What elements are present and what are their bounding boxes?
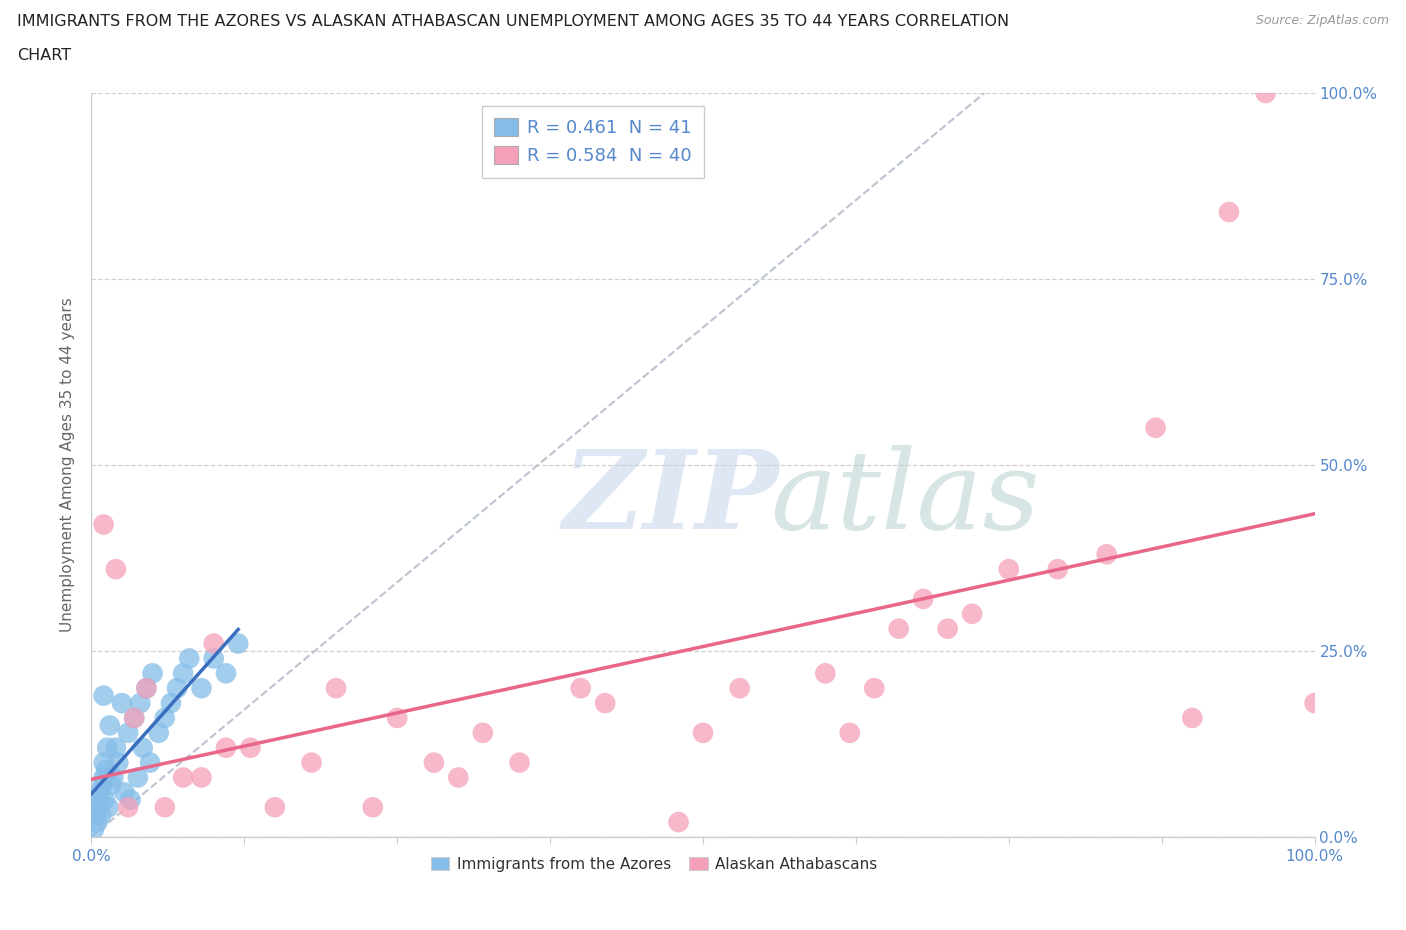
Point xyxy=(1181,711,1204,725)
Point xyxy=(509,755,531,770)
Point xyxy=(301,755,323,770)
Point xyxy=(569,681,592,696)
Point xyxy=(239,740,262,755)
Point xyxy=(132,740,155,755)
Point xyxy=(104,562,127,577)
Point xyxy=(93,517,115,532)
Point xyxy=(87,800,110,815)
Point xyxy=(838,725,860,740)
Point xyxy=(104,740,127,755)
Point xyxy=(111,696,134,711)
Point xyxy=(264,800,287,815)
Point xyxy=(912,591,935,606)
Point xyxy=(1254,86,1277,100)
Point xyxy=(153,800,176,815)
Point xyxy=(593,696,616,711)
Y-axis label: Unemployment Among Ages 35 to 44 years: Unemployment Among Ages 35 to 44 years xyxy=(60,298,76,632)
Point xyxy=(998,562,1021,577)
Point xyxy=(103,770,125,785)
Point xyxy=(100,777,122,792)
Point xyxy=(471,725,494,740)
Point xyxy=(361,800,384,815)
Text: ZIP: ZIP xyxy=(562,445,779,552)
Point xyxy=(93,755,115,770)
Point xyxy=(112,785,135,800)
Point xyxy=(1046,562,1069,577)
Point xyxy=(172,666,194,681)
Point xyxy=(226,636,249,651)
Point xyxy=(90,807,112,822)
Point xyxy=(423,755,446,770)
Point xyxy=(887,621,910,636)
Point xyxy=(91,777,114,792)
Text: CHART: CHART xyxy=(17,48,70,63)
Text: IMMIGRANTS FROM THE AZORES VS ALASKAN ATHABASCAN UNEMPLOYMENT AMONG AGES 35 TO 4: IMMIGRANTS FROM THE AZORES VS ALASKAN AT… xyxy=(17,14,1010,29)
Point xyxy=(96,740,118,755)
Text: Source: ZipAtlas.com: Source: ZipAtlas.com xyxy=(1256,14,1389,27)
Point xyxy=(1218,205,1240,219)
Point xyxy=(122,711,145,725)
Point xyxy=(215,740,238,755)
Point xyxy=(94,792,117,807)
Point xyxy=(117,725,139,740)
Point xyxy=(84,792,107,807)
Point xyxy=(83,822,105,837)
Point xyxy=(98,718,121,733)
Point xyxy=(148,725,170,740)
Point xyxy=(814,666,837,681)
Point xyxy=(179,651,201,666)
Point xyxy=(728,681,751,696)
Point xyxy=(447,770,470,785)
Point xyxy=(94,763,117,777)
Point xyxy=(86,815,108,830)
Point xyxy=(84,807,107,822)
Point xyxy=(93,770,115,785)
Point xyxy=(129,696,152,711)
Legend: Immigrants from the Azores, Alaskan Athabascans: Immigrants from the Azores, Alaskan Atha… xyxy=(425,851,883,878)
Point xyxy=(936,621,959,636)
Point xyxy=(120,792,142,807)
Point xyxy=(93,688,115,703)
Point xyxy=(215,666,238,681)
Point xyxy=(139,755,162,770)
Point xyxy=(1095,547,1118,562)
Point xyxy=(190,681,212,696)
Point xyxy=(668,815,690,830)
Point xyxy=(166,681,188,696)
Point xyxy=(141,666,163,681)
Point xyxy=(135,681,157,696)
Point xyxy=(202,651,225,666)
Point xyxy=(135,681,157,696)
Point xyxy=(89,785,111,800)
Point xyxy=(107,755,129,770)
Point xyxy=(960,606,983,621)
Point xyxy=(122,711,145,725)
Point xyxy=(97,800,120,815)
Text: atlas: atlas xyxy=(770,445,1040,552)
Point xyxy=(190,770,212,785)
Point xyxy=(127,770,149,785)
Point xyxy=(692,725,714,740)
Point xyxy=(1303,696,1326,711)
Point xyxy=(202,636,225,651)
Point xyxy=(385,711,409,725)
Point xyxy=(863,681,886,696)
Point xyxy=(160,696,183,711)
Point xyxy=(325,681,347,696)
Point xyxy=(172,770,194,785)
Point xyxy=(153,711,176,725)
Point xyxy=(1144,420,1167,435)
Point xyxy=(117,800,139,815)
